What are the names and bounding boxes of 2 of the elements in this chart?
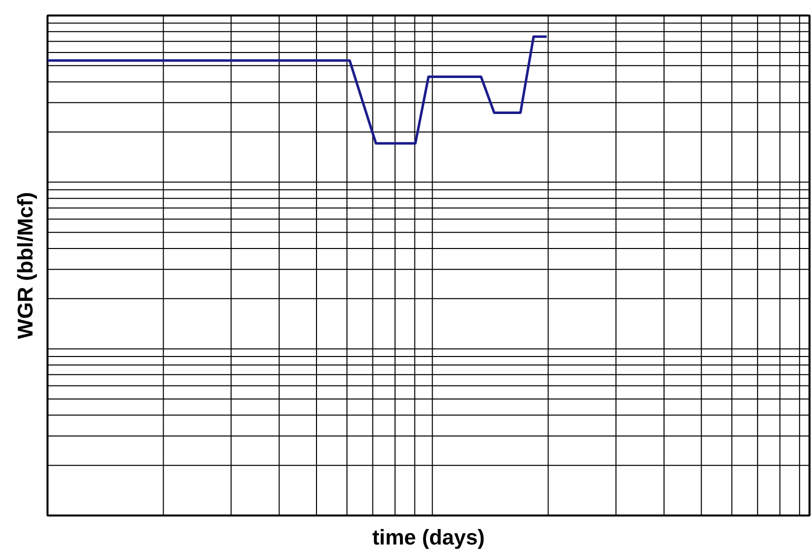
y-axis-title: WGR (bbl/Mcf) <box>14 192 38 339</box>
x-axis-title: time (days) <box>372 526 485 550</box>
